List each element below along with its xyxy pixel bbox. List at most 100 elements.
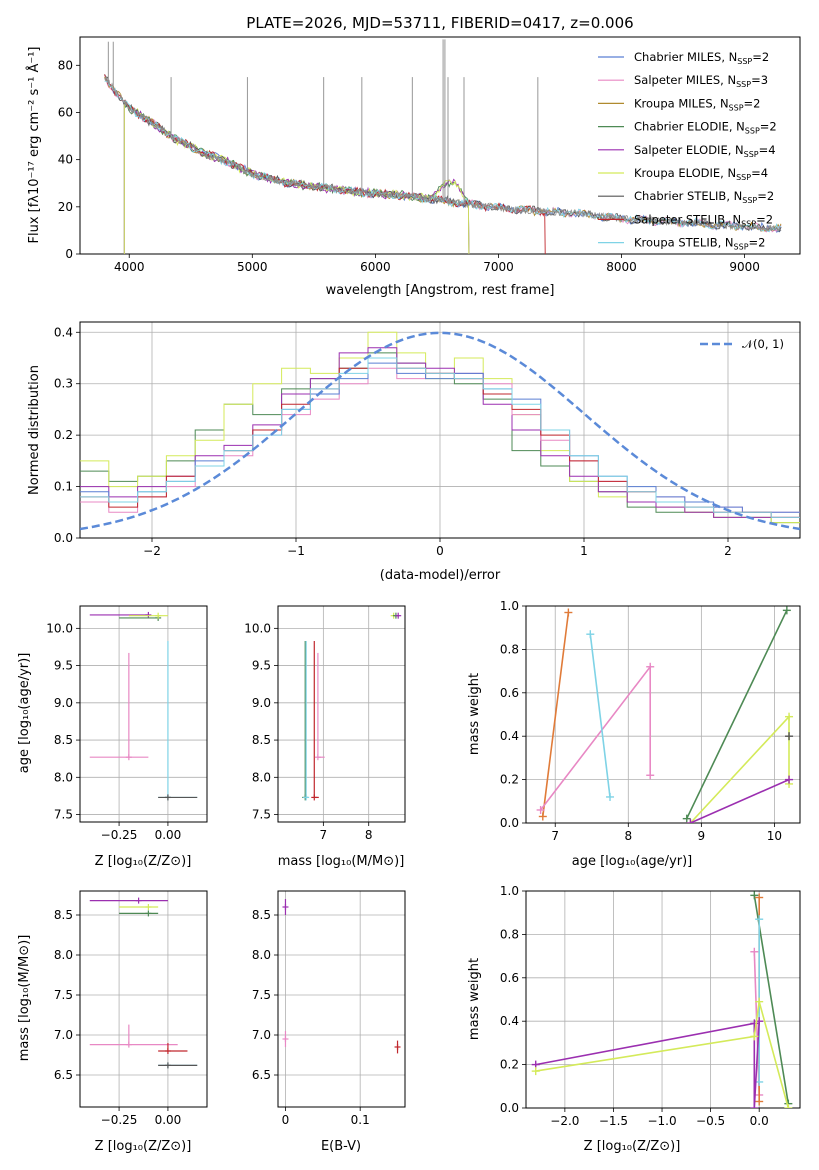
- residual-ytick-label: 0.0: [54, 531, 73, 545]
- mass-ebv-ytick-label: 7.5: [252, 988, 271, 1002]
- weight-age-series: [536, 606, 794, 823]
- age-z-ytick-label: 8.0: [54, 770, 73, 784]
- spectrum-title: PLATE=2026, MJD=53711, FIBERID=0417, z=0…: [246, 14, 633, 32]
- mass-ebv-xtick-label: 0: [282, 1113, 290, 1127]
- age-mass-ytick-label: 10.0: [244, 621, 271, 635]
- residual-ytick-label: 0.1: [54, 480, 73, 494]
- age-z-ytick-label: 7.5: [54, 808, 73, 822]
- weight-age-axes: 7 8 9 10 0.0 0.2 0.4 0.6 0.8 1.0: [500, 599, 801, 843]
- mass-z-axes: −0.25 0.00 6.5 7.0 7.5 8.0 8.5: [54, 890, 208, 1127]
- spectrum-xtick-label: 6000: [360, 260, 391, 274]
- spectrum-xtick-label: 9000: [729, 260, 760, 274]
- weight-z-series: [531, 891, 793, 1108]
- weight-age-ytick-label: 0.0: [500, 816, 519, 830]
- mass-z-xtick-label: 0.00: [155, 1113, 182, 1127]
- weight-age-xtick-label: 9: [698, 829, 706, 843]
- age-z-ylabel: age [log₁₀(age/yr)]: [17, 653, 32, 774]
- mass-z-ytick-label: 8.0: [54, 948, 73, 962]
- weight-z-ylabel: mass weight: [467, 958, 482, 1040]
- weight-z-xtick-label: −1.5: [599, 1114, 628, 1128]
- weight-z-line: [535, 1001, 790, 1108]
- mass-z-xlabel: Z [log₁₀(Z/Z⊙)]: [95, 1139, 192, 1154]
- residual-xtick-label: 0: [436, 544, 444, 558]
- spectrum-ytick-label: 40: [58, 153, 73, 167]
- age-z-ytick-label: 8.5: [54, 733, 73, 747]
- spectrum-xtick-label: 8000: [606, 260, 637, 274]
- weight-z-xtick-label: −0.5: [696, 1114, 725, 1128]
- age-z-points: [89, 611, 198, 801]
- residual-xtick-label: 1: [580, 544, 588, 558]
- spectrum-legend-label: Chabrier MILES, NSSP=2: [634, 50, 769, 66]
- mass-ebv-frame: [277, 890, 406, 1108]
- weight-age-ytick-label: 0.6: [500, 686, 519, 700]
- weight-age-ytick-label: 0.4: [500, 729, 519, 743]
- age-z-ytick-label: 10.0: [46, 621, 73, 635]
- mass-z-xtick-label: −0.25: [101, 1113, 138, 1127]
- weight-z-line: [535, 1021, 760, 1108]
- spectrum-xtick-label: 5000: [237, 260, 268, 274]
- residual-hist-step: [80, 347, 800, 518]
- weight-age-ylabel: mass weight: [467, 673, 482, 755]
- spectrum-ytick-label: 80: [58, 58, 73, 72]
- residual-xtick-label: 2: [724, 544, 732, 558]
- weight-z-ytick-label: 0.2: [500, 1058, 519, 1072]
- spectrum-lines: [104, 39, 782, 254]
- age-z-ytick-label: 9.0: [54, 696, 73, 710]
- spectrum-model-line: [104, 80, 782, 233]
- residual-legend-label: 𝒩(0, 1): [742, 337, 784, 351]
- mass-z-points: [89, 897, 198, 1069]
- spectrum-ytick-label: 0: [65, 247, 73, 261]
- mass-z-frame: [79, 890, 208, 1108]
- spectrum-xlabel: wavelength [Angstrom, rest frame]: [326, 283, 555, 298]
- weight-z-ytick-label: 0.0: [500, 1101, 519, 1115]
- spectrum-ytick-label: 60: [58, 105, 73, 119]
- weight-age-frame: [525, 605, 801, 824]
- residual-ytick-label: 0.4: [54, 325, 73, 339]
- age-z-ytick-label: 9.5: [54, 659, 73, 673]
- weight-age-xlabel: age [log₁₀(age/yr)]: [572, 854, 693, 869]
- spectrum-xtick-label: 7000: [483, 260, 514, 274]
- residual-ytick-label: 0.2: [54, 428, 73, 442]
- residual-xlabel: (data-model)/error: [380, 568, 501, 583]
- weight-age-xtick-label: 8: [624, 829, 632, 843]
- weight-age-ytick-label: 0.8: [500, 642, 519, 656]
- weight-age-xtick-label: 10: [767, 829, 782, 843]
- age-z-axes: −0.25 0.00 7.5 8.0 8.5 9.0 9.5 10.0: [46, 605, 208, 842]
- spectrum-legend-label: Chabrier ELODIE, NSSP=2: [634, 120, 777, 136]
- age-mass-xtick-label: 7: [320, 828, 328, 842]
- weight-age-ytick-label: 0.2: [500, 773, 519, 787]
- age-mass-points: [302, 612, 402, 801]
- residual-ylabel: Normed distribution: [27, 365, 42, 495]
- weight-z-ytick-label: 1.0: [500, 884, 519, 898]
- mass-z-ylabel: mass [log₁₀(M/M⊙)]: [17, 935, 32, 1062]
- age-mass-axes: 7 8 7.5 8.0 8.5 9.0 9.5 10.0: [244, 605, 406, 842]
- age-z-frame: [79, 605, 208, 823]
- age-z-xtick-label: −0.25: [101, 828, 138, 842]
- age-mass-ytick-label: 8.5: [252, 733, 271, 747]
- age-mass-xtick-label: 8: [365, 828, 373, 842]
- weight-age-xtick-label: 7: [551, 829, 559, 843]
- weight-age-line: [685, 609, 788, 820]
- weight-age-line: [542, 612, 570, 817]
- weight-z-xtick-label: −1.0: [647, 1114, 676, 1128]
- mass-z-ytick-label: 7.0: [54, 1028, 73, 1042]
- spectrum-legend-label: Salpeter MILES, NSSP=3: [634, 73, 768, 89]
- weight-z-xlabel: Z [log₁₀(Z/Z⊙)]: [584, 1139, 681, 1154]
- spectrum-legend-label: Kroupa STELIB, NSSP=2: [634, 236, 765, 252]
- residual-axes: −2 −1 0 1 2 0.0 0.1 0.2 0.3 0.4: [54, 321, 801, 558]
- weight-z-xtick-label: 0.0: [750, 1114, 769, 1128]
- spectrum-legend: Chabrier MILES, NSSP=2 Salpeter MILES, NS…: [598, 50, 777, 252]
- residual-legend: 𝒩(0, 1): [700, 337, 784, 351]
- spectrum-frame: [79, 36, 801, 255]
- spectrum-xtick-label: 4000: [114, 260, 145, 274]
- weight-age-ytick-label: 1.0: [500, 599, 519, 613]
- weight-age-line: [589, 634, 611, 798]
- mass-ebv-axes: 0 0.1 6.5 7.0 7.5 8.0 8.5: [252, 890, 406, 1127]
- age-z-xtick-label: 0.00: [155, 828, 182, 842]
- mass-z-ytick-label: 8.5: [54, 908, 73, 922]
- spectrum-legend-label: Kroupa ELODIE, NSSP=4: [634, 166, 768, 182]
- mass-z-ytick-label: 7.5: [54, 988, 73, 1002]
- residual-hists: [80, 331, 800, 531]
- spectrum-ylabel: Flux [fλ10⁻¹⁷ erg cm⁻² s⁻¹ Å⁻¹]: [26, 47, 42, 244]
